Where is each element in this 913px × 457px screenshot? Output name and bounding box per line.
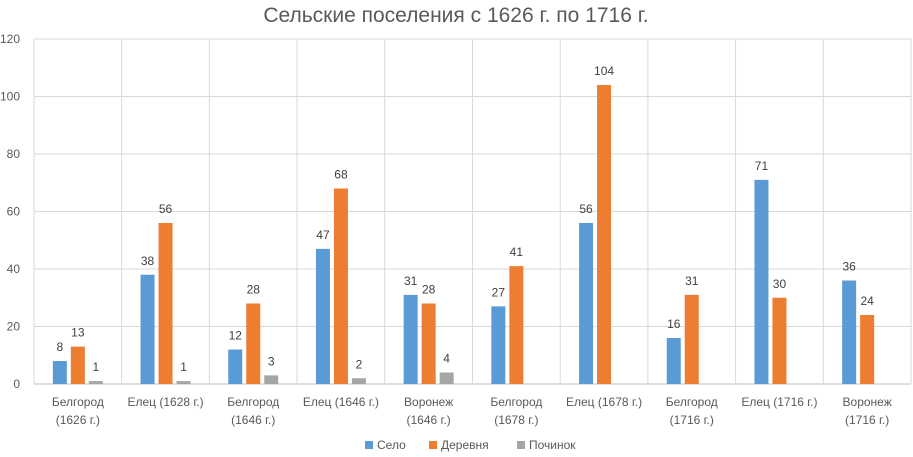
category-label: Воронеж bbox=[404, 395, 453, 409]
data-label: 47 bbox=[316, 228, 330, 242]
data-label: 104 bbox=[594, 64, 614, 78]
category-label: (1646 г.) bbox=[231, 413, 275, 427]
bar-Село bbox=[579, 223, 594, 384]
data-label: 41 bbox=[510, 245, 524, 259]
bar-Деревня bbox=[421, 303, 436, 384]
legend-label: Село bbox=[377, 438, 406, 452]
data-label: 4 bbox=[443, 352, 450, 366]
y-tick-label: 80 bbox=[7, 147, 21, 161]
category-label: Белгород bbox=[52, 395, 104, 409]
bar-Деревня bbox=[333, 188, 348, 384]
bar-Село bbox=[140, 274, 155, 384]
y-tick-label: 0 bbox=[13, 377, 20, 391]
category-label: Белгород bbox=[227, 395, 279, 409]
category-label: Белгород bbox=[490, 395, 542, 409]
data-labels: 8 13 1 38 56 1 12 28 3 47 68 2 31 28 4 27 41 56 104 16 31 71 3… bbox=[57, 64, 875, 374]
data-label: 28 bbox=[422, 283, 436, 297]
data-label: 2 bbox=[356, 357, 363, 371]
bar-Починок bbox=[439, 372, 454, 384]
bar-Починок bbox=[351, 378, 366, 384]
data-label: 30 bbox=[773, 277, 787, 291]
data-label: 24 bbox=[860, 294, 874, 308]
category-label: (1646 г.) bbox=[407, 413, 451, 427]
category-label: (1716 г.) bbox=[670, 413, 714, 427]
y-tick-label: 100 bbox=[0, 90, 20, 104]
data-label: 31 bbox=[685, 274, 699, 288]
data-label: 1 bbox=[93, 360, 100, 374]
data-label: 28 bbox=[247, 283, 261, 297]
data-label: 27 bbox=[492, 285, 506, 299]
legend-label: Починок bbox=[529, 438, 576, 452]
category-label: (1626 г.) bbox=[56, 413, 100, 427]
chart-title: Сельские поселения с 1626 г. по 1716 г. bbox=[263, 4, 648, 27]
category-label: Елец (1646 г.) bbox=[303, 395, 379, 409]
legend-label: Деревня bbox=[441, 438, 489, 452]
category-label: (1716 г.) bbox=[845, 413, 889, 427]
bar-Деревня bbox=[772, 297, 787, 384]
bar-Починок bbox=[88, 381, 103, 384]
bar-Село bbox=[228, 349, 243, 384]
data-label: 38 bbox=[141, 254, 155, 268]
bar-Деревня bbox=[684, 294, 699, 384]
y-tick-label: 40 bbox=[7, 262, 21, 276]
gridlines bbox=[33, 38, 912, 385]
data-label: 3 bbox=[268, 354, 275, 368]
bar-Село bbox=[842, 280, 857, 384]
data-label: 71 bbox=[755, 159, 769, 173]
category-label: Елец (1678 г.) bbox=[566, 395, 642, 409]
data-label: 36 bbox=[842, 260, 856, 274]
bar-Деревня bbox=[70, 346, 85, 384]
legend: Село Деревня Починок bbox=[365, 438, 576, 452]
bar-Село bbox=[52, 361, 67, 384]
data-label: 13 bbox=[71, 326, 85, 340]
bar-Село bbox=[754, 179, 769, 384]
category-label: Воронеж bbox=[843, 395, 892, 409]
y-tick-label: 20 bbox=[7, 320, 21, 334]
data-label: 12 bbox=[229, 329, 243, 343]
data-label: 68 bbox=[334, 168, 348, 182]
data-label: 56 bbox=[159, 202, 173, 216]
y-tick-label: 120 bbox=[0, 32, 20, 46]
bar-Село bbox=[491, 306, 506, 384]
category-label: Елец (1716 г.) bbox=[741, 395, 817, 409]
bar-Деревня bbox=[597, 85, 612, 384]
data-label: 8 bbox=[57, 340, 64, 354]
bars bbox=[52, 85, 875, 384]
x-axis-categories: Белгород (1626 г.) Елец (1628 г.) Белгород (… bbox=[52, 395, 892, 427]
bar-Деревня bbox=[860, 315, 875, 384]
bar-Село bbox=[403, 294, 418, 384]
bar-Село bbox=[315, 248, 330, 384]
bar-Починок bbox=[264, 375, 279, 384]
legend-swatch bbox=[517, 441, 525, 449]
category-label: (1678 г.) bbox=[494, 413, 538, 427]
bar-Деревня bbox=[158, 223, 173, 384]
bar-Деревня bbox=[246, 303, 261, 384]
y-tick-label: 60 bbox=[7, 205, 21, 219]
y-axis-ticks: 0 20 40 60 80 100 120 bbox=[0, 32, 20, 391]
data-label: 1 bbox=[180, 360, 187, 374]
bar-Починок bbox=[176, 381, 191, 384]
data-label: 31 bbox=[404, 274, 418, 288]
bar-Село bbox=[666, 338, 681, 384]
data-label: 16 bbox=[667, 317, 681, 331]
category-label: Елец (1628 г.) bbox=[127, 395, 203, 409]
legend-swatch bbox=[429, 441, 437, 449]
category-label: Белгород bbox=[666, 395, 718, 409]
bar-Деревня bbox=[509, 266, 524, 384]
legend-swatch bbox=[365, 441, 373, 449]
data-label: 56 bbox=[579, 202, 593, 216]
